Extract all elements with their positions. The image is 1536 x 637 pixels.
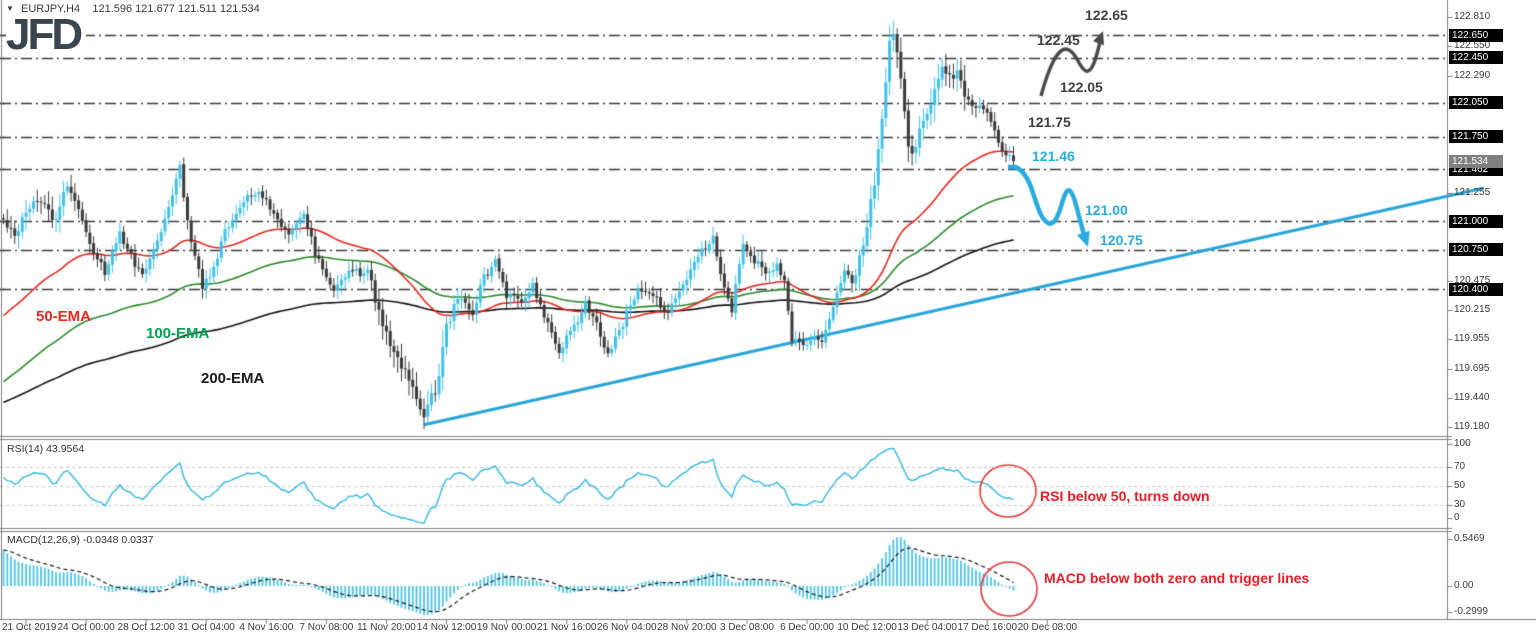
chart-title-bar[interactable]: ▼ EURJPY,H4 121.596 121.677 121.511 121.… (6, 4, 260, 15)
price-level-box: 121.000 (1449, 214, 1503, 228)
rsi-annotation-text: RSI below 50, turns down (1040, 488, 1210, 504)
50-ema-label: 50-EMA (36, 308, 92, 325)
price-tick-label: 121.255 (1454, 186, 1491, 198)
price-tick-label: 120.215 (1454, 304, 1491, 316)
price-level-box: 121.750 (1449, 130, 1503, 144)
rsi-panel-title: RSI(14) 43.9564 (7, 443, 85, 455)
price-tick-label: 119.955 (1454, 333, 1490, 345)
time-tick-label: 4 Nov 16:00 (239, 622, 294, 633)
time-tick-label: 26 Nov 04:00 (597, 622, 657, 633)
price-target-label: 120.75 (1100, 232, 1143, 248)
100-ema-label: 100-EMA (146, 325, 210, 342)
price-level-box: 120.400 (1449, 282, 1503, 296)
rsi-tick-label: 100 (1454, 438, 1471, 449)
chevron-down-icon[interactable]: ▼ (6, 4, 14, 13)
price-level-box: 122.050 (1449, 96, 1503, 110)
time-tick-label: 13 Dec 04:00 (897, 622, 957, 633)
time-tick-label: 21 Nov 16:00 (536, 622, 597, 633)
price-target-label: 121.00 (1085, 202, 1128, 218)
price-tick-label: 122.290 (1454, 69, 1491, 81)
macd-tick-label: -0.2999 (1454, 605, 1488, 617)
200-ema-label: 200-EMA (201, 370, 265, 387)
time-tick-label: 31 Oct 04:00 (177, 622, 235, 633)
time-tick-label: 10 Dec 12:00 (837, 622, 897, 633)
macd-annotation-text: MACD below both zero and trigger lines (1044, 570, 1310, 586)
price-target-label: 122.45 (1037, 32, 1080, 48)
price-tick-label: 122.810 (1454, 11, 1491, 22)
price-level-box: 122.450 (1449, 51, 1503, 65)
time-tick-label: 24 Oct 00:00 (57, 622, 115, 633)
time-tick-label: 28 Oct 12:00 (117, 622, 175, 633)
time-tick-label: 14 Nov 12:00 (416, 622, 477, 633)
time-tick-label: 20 Dec 08:00 (1017, 622, 1078, 633)
price-target-label: 122.05 (1060, 79, 1103, 95)
time-tick-label: 28 Nov 20:00 (657, 622, 717, 633)
time-tick-label: 3 Dec 08:00 (719, 622, 774, 633)
price-level-box: 120.750 (1449, 243, 1503, 257)
current-price-box: 121.534 (1449, 154, 1503, 168)
price-target-label: 121.75 (1028, 114, 1071, 130)
time-tick-label: 19 Nov 00:00 (476, 622, 537, 633)
price-target-label: 121.46 (1032, 148, 1075, 164)
rsi-tick-label: 30 (1454, 498, 1466, 510)
time-tick-label: 7 Nov 08:00 (299, 622, 354, 633)
time-tick-label: 11 Nov 20:00 (357, 622, 416, 633)
rsi-tick-label: 0 (1454, 512, 1460, 523)
time-tick-label: 6 Dec 00:00 (780, 622, 834, 633)
time-tick-label: 21 Oct 2019 (2, 622, 57, 633)
jfd-logo: JFD (6, 13, 87, 57)
price-target-label: 122.65 (1085, 7, 1128, 23)
price-tick-label: 119.180 (1454, 420, 1490, 432)
rsi-tick-label: 50 (1454, 480, 1466, 491)
rsi-tick-label: 70 (1454, 461, 1466, 473)
price-tick-label: 122.550 (1454, 40, 1491, 52)
price-tick-label: 120.475 (1454, 274, 1491, 286)
price-tick-label: 119.440 (1454, 391, 1490, 403)
symbol-timeframe-label: EURJPY,H4 (20, 3, 81, 15)
macd-tick-label: 0.00 (1454, 580, 1474, 591)
macd-tick-label: 0.5469 (1454, 533, 1485, 545)
macd-panel-title: MACD(12,26,9) -0.0348 0.0337 (7, 534, 154, 546)
price-level-box: 122.650 (1449, 28, 1503, 42)
time-tick-label: 17 Dec 16:00 (957, 622, 1018, 633)
price-tick-label: 119.695 (1454, 362, 1490, 374)
ohlc-values: 121.596 121.677 121.511 121.534 (92, 3, 260, 15)
